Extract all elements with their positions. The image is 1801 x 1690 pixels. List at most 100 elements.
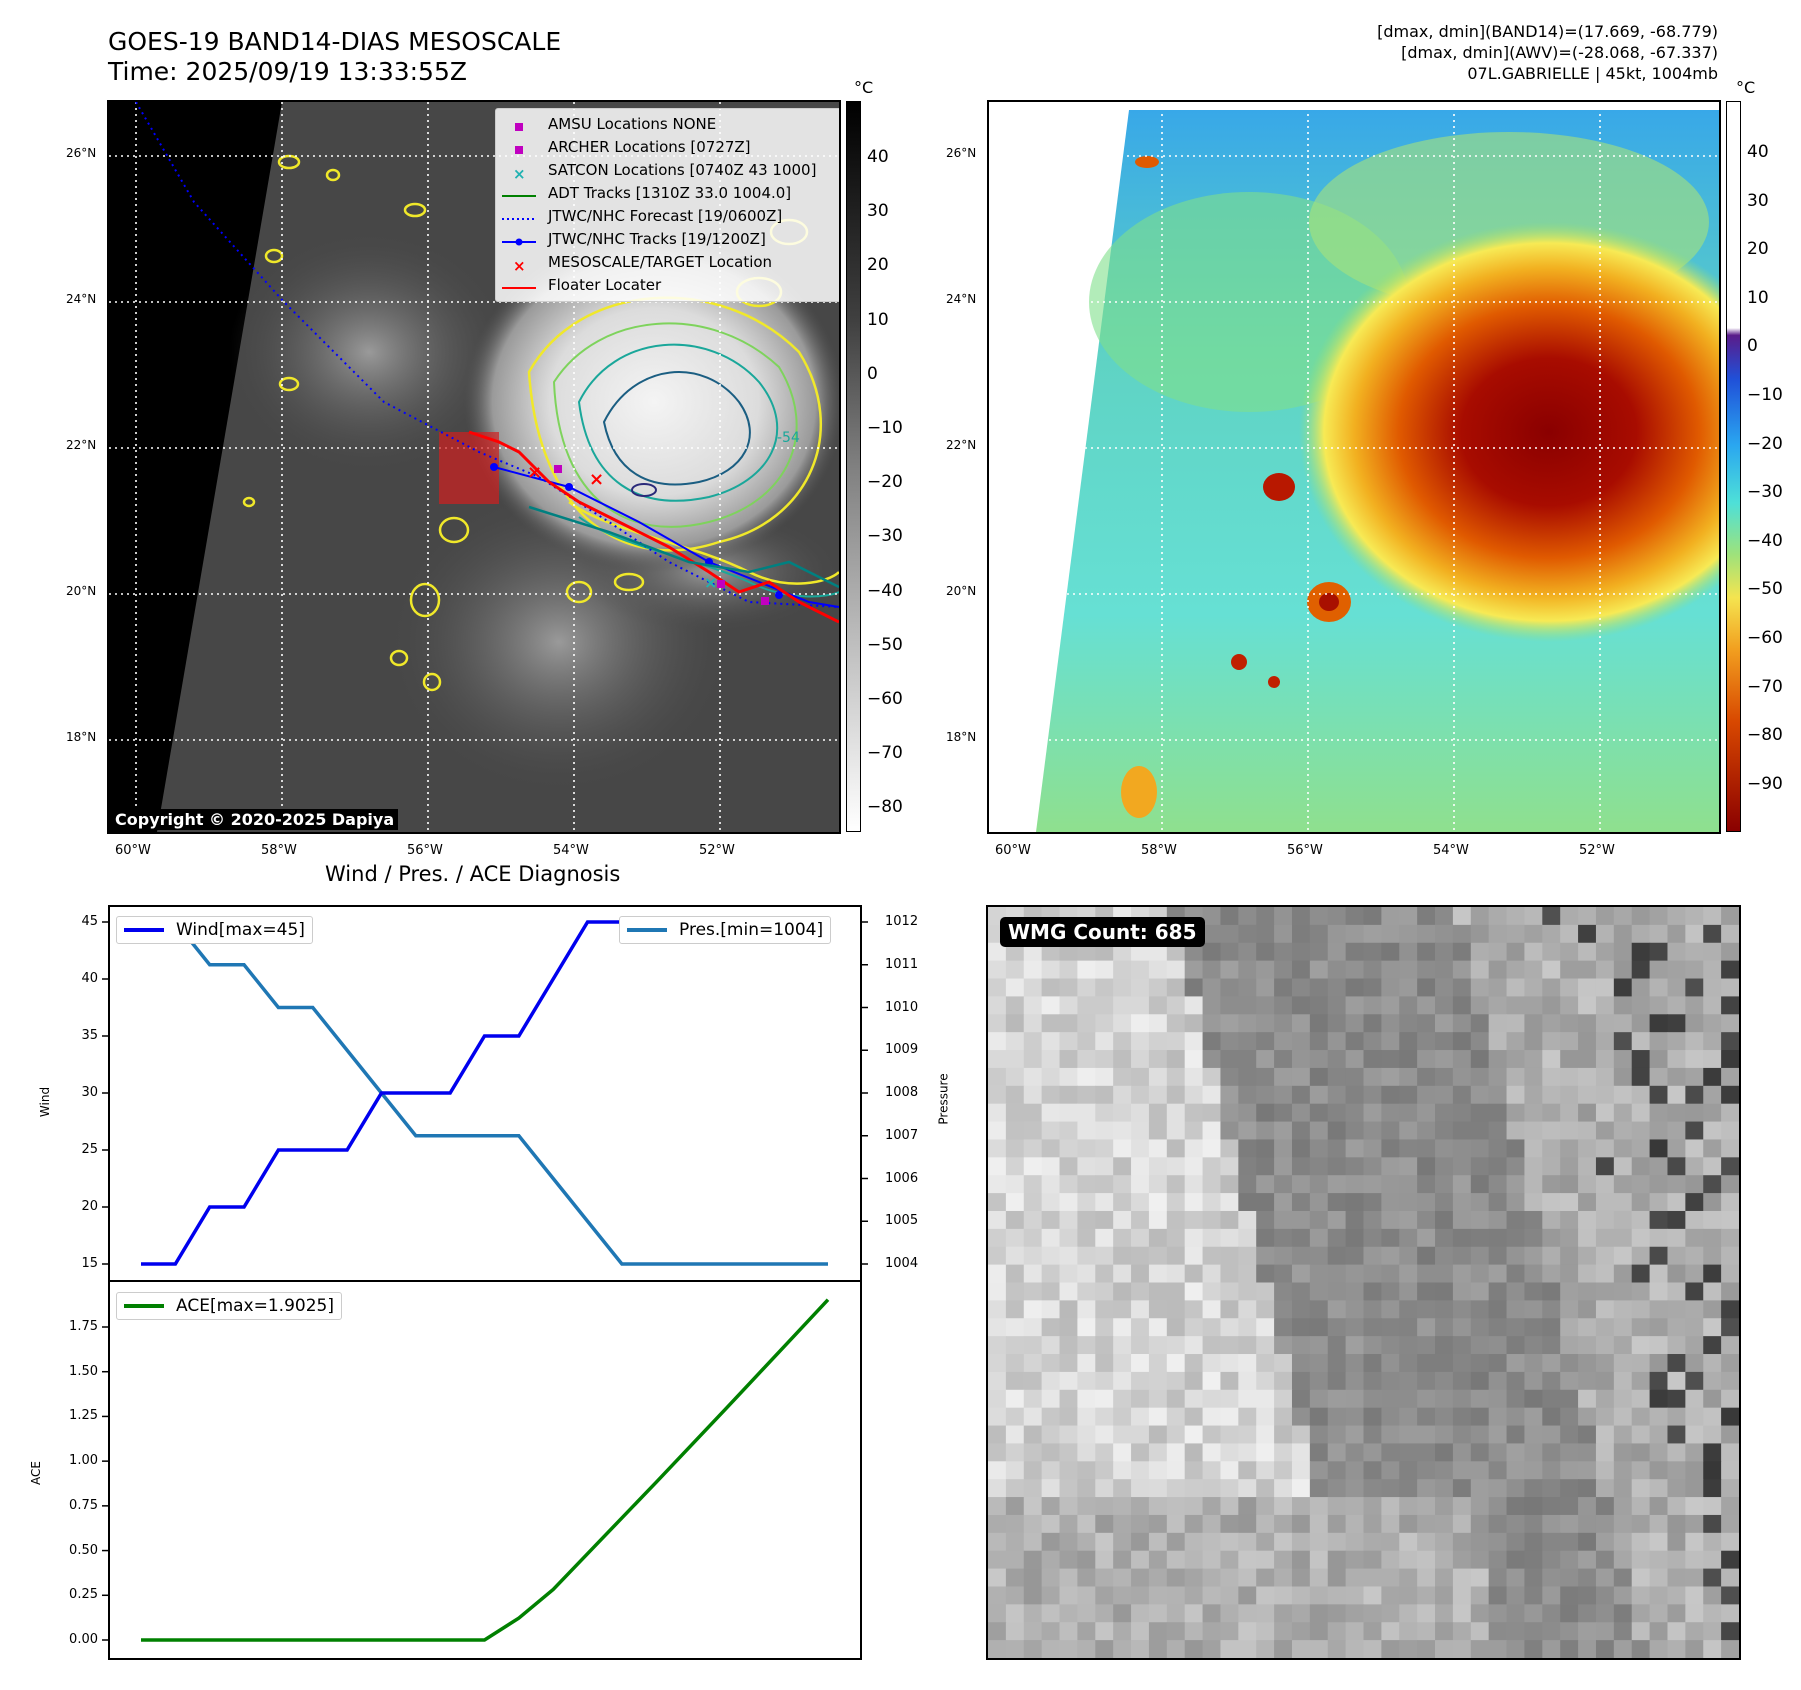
wmg-pixel-grid — [988, 907, 1739, 1658]
axis-tick-label: 0.50 — [69, 1542, 98, 1558]
legend-entry: JTWC/NHC Forecast [19/0600Z] — [502, 205, 836, 228]
axis-tick-label: 1006 — [885, 1170, 919, 1186]
colorbar-tick-label: 30 — [1747, 190, 1769, 211]
axis-tick-label: 30 — [81, 1085, 98, 1100]
axis-tick-label: 1008 — [885, 1085, 919, 1100]
colorbar-tick-label: −70 — [867, 743, 903, 764]
lat-label: 18°N — [946, 730, 977, 744]
legend-entry: ARCHER Locations [0727Z] — [502, 136, 836, 159]
forecast-track — [135, 102, 839, 608]
axis-tick-label: 35 — [81, 1028, 98, 1043]
colorbar-tick-label: −20 — [867, 472, 903, 493]
axis-tick-label: 1011 — [885, 956, 919, 972]
pressure-axis-label: Pressure — [936, 1073, 951, 1125]
axis-tick-label: 1.50 — [69, 1363, 98, 1379]
line-marker-icon — [502, 187, 536, 201]
ace-axis-label: ACE — [28, 1461, 43, 1485]
axis-tick-label: 45 — [81, 914, 98, 929]
awv-color-map — [987, 100, 1721, 834]
lon-label: 52°W — [1579, 843, 1615, 858]
best-track — [493, 466, 839, 608]
axis-tick-label: 1.00 — [69, 1453, 98, 1469]
legend-entry: Floater Locater — [502, 274, 836, 297]
axis-tick-label: 1012 — [885, 914, 919, 929]
axis-tick-label: 40 — [81, 971, 98, 986]
diagnosis-frame — [108, 905, 862, 1660]
svg-text:×: × — [589, 469, 604, 490]
colorbar-tick-label: −40 — [867, 580, 903, 601]
colorbar-tick-label: 30 — [867, 201, 889, 222]
wind-legend: Wind[max=45] — [116, 916, 313, 944]
lon-label: 58°W — [1141, 843, 1177, 858]
colorbar-tick-label: 20 — [867, 255, 889, 276]
colorbar-tick-label: −20 — [1747, 433, 1783, 454]
pressure-legend: Pres.[min=1004] — [619, 916, 832, 944]
map-title: GOES-19 BAND14-DIAS MESOSCALE — [108, 27, 562, 56]
band14-ir-map: -54 — [107, 100, 841, 834]
diagnosis-title: Wind / Pres. / ACE Diagnosis — [325, 862, 621, 886]
axis-tick-label: 0.00 — [69, 1632, 98, 1647]
legend-label: ARCHER Locations [0727Z] — [548, 138, 751, 156]
awv-range-text: [dmax, dmin](AWV)=(-28.068, -67.337) — [1401, 43, 1718, 62]
copyright-label: Copyright © 2020-2025 Dapiya — [111, 809, 399, 830]
colorbar-tick-label: −60 — [1747, 628, 1783, 648]
lat-label: 22°N — [946, 438, 977, 452]
svg-text:×: × — [704, 573, 717, 592]
ace-series-line — [141, 1298, 830, 1642]
legend-label: MESOSCALE/TARGET Location — [548, 253, 773, 271]
lon-label: 54°W — [553, 843, 589, 858]
legend-label: SATCON Locations [0740Z 43 1000] — [548, 161, 817, 179]
pressure-series-line — [141, 920, 828, 1266]
axis-tick-label: 1007 — [885, 1127, 919, 1143]
legend-entry: JTWC/NHC Tracks [19/1200Z] — [502, 228, 836, 251]
color-colorbar-unit: °C — [1736, 78, 1756, 97]
colorbar-tick-label: −50 — [867, 634, 903, 655]
wmg-count-label: WMG Count: 685 — [1000, 917, 1205, 947]
svg-text:×: × — [527, 462, 542, 483]
colorbar-tick-label: −30 — [1747, 482, 1783, 503]
colorbar-tick-label: −40 — [1747, 530, 1783, 551]
axis-tick-label: 20 — [81, 1199, 98, 1214]
axis-tick-label: 1009 — [885, 1042, 919, 1058]
colorbar-tick-label: 40 — [1747, 142, 1769, 162]
colorbar-tick-label: −90 — [1747, 773, 1783, 794]
mesoscale-target-box — [439, 432, 499, 504]
band14-range-text: [dmax, dmin](BAND14)=(17.669, -68.779) — [1377, 22, 1718, 41]
dotted-marker-icon — [502, 210, 536, 224]
legend-label: JTWC/NHC Tracks [19/1200Z] — [548, 230, 766, 248]
map-time: Time: 2025/09/19 13:33:55Z — [108, 57, 467, 86]
awv-imagery — [989, 102, 1719, 832]
legend-entry: × MESOSCALE/TARGET Location — [502, 251, 836, 275]
lon-label: 52°W — [699, 843, 735, 858]
axis-tick-label: 25 — [81, 1142, 98, 1157]
colorbar-tick-label: −60 — [867, 689, 903, 709]
x-marker-icon: × — [502, 164, 536, 183]
lon-label: 60°W — [115, 843, 151, 858]
color-colorbar — [1726, 101, 1741, 832]
lon-label: 56°W — [1287, 843, 1323, 858]
ace-legend: ACE[max=1.9025] — [116, 1292, 342, 1320]
colorbar-tick-label: −80 — [1747, 725, 1783, 746]
axis-tick-label: 15 — [81, 1256, 98, 1271]
square-marker-icon — [502, 118, 536, 132]
wind-series-line — [141, 920, 828, 1266]
contour-label: -54 — [777, 430, 800, 446]
lat-label: 26°N — [946, 146, 977, 160]
legend-label: ADT Tracks [1310Z 33.0 1004.0] — [548, 184, 792, 202]
colorbar-tick-label: 20 — [1747, 239, 1769, 260]
axis-tick-label: 1004 — [885, 1256, 919, 1271]
track-legend: AMSU Locations NONE ARCHER Locations [072… — [495, 108, 839, 302]
colorbar-tick-label: 0 — [867, 363, 878, 384]
lat-label: 26°N — [66, 146, 97, 160]
square-marker-icon — [502, 141, 536, 155]
lat-label: 20°N — [66, 584, 97, 598]
colorbar-tick-label: 40 — [867, 147, 889, 167]
lon-label: 56°W — [407, 843, 443, 858]
lon-label: 60°W — [995, 843, 1031, 858]
legend-label: JTWC/NHC Forecast [19/0600Z] — [548, 207, 783, 225]
axis-tick-label: 1.25 — [69, 1408, 98, 1424]
lon-label: 58°W — [261, 843, 297, 858]
lat-label: 24°N — [66, 292, 97, 306]
axis-tick-label: 0.75 — [69, 1497, 98, 1513]
wind-axis-label: Wind — [38, 1086, 53, 1118]
